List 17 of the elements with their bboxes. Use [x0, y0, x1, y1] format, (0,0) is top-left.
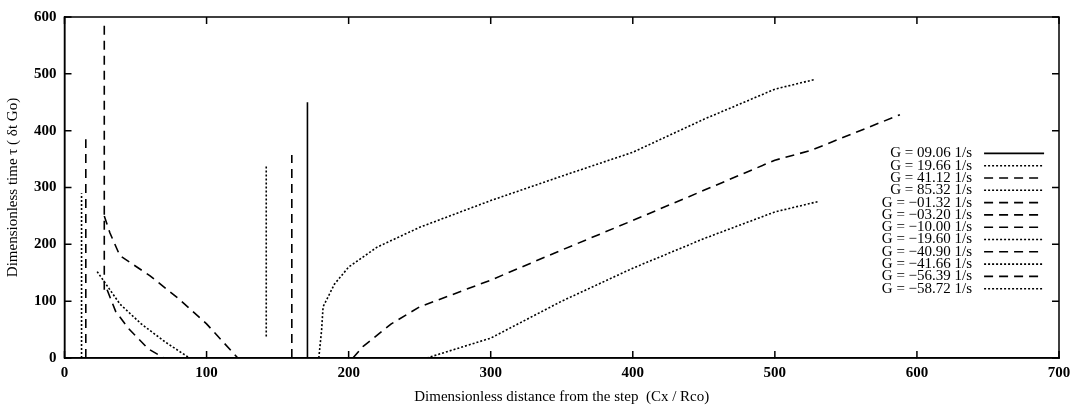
- y-tick-label: 500: [34, 64, 57, 81]
- x-tick-label: 500: [763, 363, 787, 380]
- x-tick-label: 700: [1047, 363, 1071, 380]
- x-tick-label: 600: [905, 363, 929, 380]
- y-tick-label: 0: [49, 348, 57, 365]
- x-tick-label: 100: [195, 363, 218, 380]
- x-tick-label: 300: [479, 363, 502, 380]
- x-tick-label: 400: [621, 363, 645, 380]
- x-tick-label: 200: [337, 363, 360, 380]
- x-tick-label: 0: [60, 363, 69, 380]
- y-tick-label: 400: [34, 121, 57, 138]
- y-tick-label: 300: [34, 178, 57, 195]
- y-axis-title: Dimensionless time τ ( δt Go): [3, 97, 21, 278]
- y-tick-label: 600: [34, 7, 57, 24]
- y-tick-label: 100: [34, 292, 57, 309]
- x-axis-title: Dimensionless distance from the step (Cx / Rco): [414, 387, 710, 405]
- y-tick-label: 200: [34, 235, 57, 252]
